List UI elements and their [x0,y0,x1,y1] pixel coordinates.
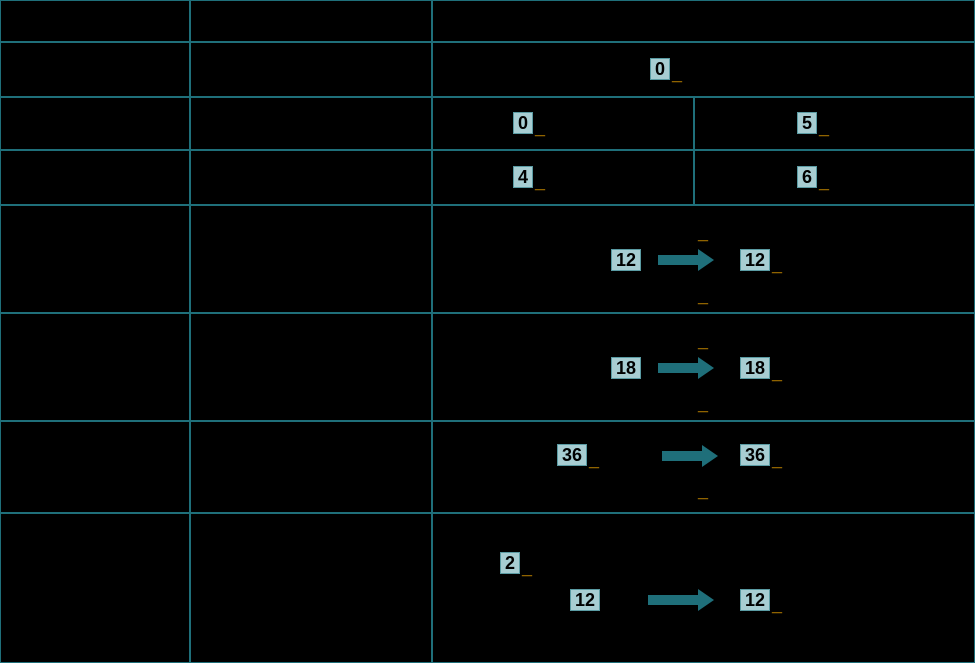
underscore-icon: _ [698,394,708,414]
underscore-icon: _ [819,172,829,192]
cell-r7-c2: 2_ 12 12_ [432,513,975,663]
cell-r3-c1 [190,150,432,205]
cell-r5-c1 [190,313,432,421]
underscore-icon: _ [698,223,708,243]
underscore-icon: _ [698,331,708,351]
cell-r2-c0 [0,97,190,150]
num-r2a: 0 [513,112,533,134]
cell-r7-c0 [0,513,190,663]
cell-r3-c2: 4_ [432,150,694,205]
cell-r5-c2: _ 18 18_ _ [432,313,975,421]
num-r4r: 12 [740,249,770,271]
underscore-icon: _ [772,450,782,470]
cell-r7-c1 [190,513,432,663]
num-r1: 0 [650,58,670,80]
num-r5r: 18 [740,357,770,379]
underscore-icon: _ [772,595,782,615]
num-r6l: 36 [557,444,587,466]
cell-r4-c1 [190,205,432,313]
cell-r1-c1 [190,42,432,97]
cell-r2-c2: 0_ [432,97,694,150]
cell-r2-c1 [190,97,432,150]
underscore-icon: _ [772,255,782,275]
cell-r6-c1 [190,421,432,513]
underscore-icon: _ [698,286,708,306]
underscore-icon: _ [698,481,708,501]
cell-r2-c3: 5_ [694,97,975,150]
num-r7l: 12 [570,589,600,611]
underscore-icon: _ [672,64,682,84]
underscore-icon: _ [535,172,545,192]
cell-r6-c0 [0,421,190,513]
cell-header-0 [0,0,190,42]
cell-r3-c0 [0,150,190,205]
cell-r3-c3: 6_ [694,150,975,205]
cell-r1-c0 [0,42,190,97]
underscore-icon: _ [535,118,545,138]
cell-header-2 [432,0,975,42]
cell-r1-c2: 0_ [432,42,975,97]
underscore-icon: _ [522,558,532,578]
num-r7t: 2 [500,552,520,574]
underscore-icon: _ [772,363,782,383]
num-r4l: 12 [611,249,641,271]
cell-r4-c2: _ 12 12_ _ [432,205,975,313]
underscore-icon: _ [819,118,829,138]
cell-r4-c0 [0,205,190,313]
cell-r5-c0 [0,313,190,421]
grid-root: 0_ 0_ 5_ 4_ 6_ _ 12 [0,0,975,663]
cell-r6-c2: 36_ 36_ _ [432,421,975,513]
num-r3a: 4 [513,166,533,188]
cell-header-1 [190,0,432,42]
num-r3b: 6 [797,166,817,188]
num-r7r: 12 [740,589,770,611]
num-r6r: 36 [740,444,770,466]
num-r5l: 18 [611,357,641,379]
num-r2b: 5 [797,112,817,134]
underscore-icon: _ [589,450,599,470]
